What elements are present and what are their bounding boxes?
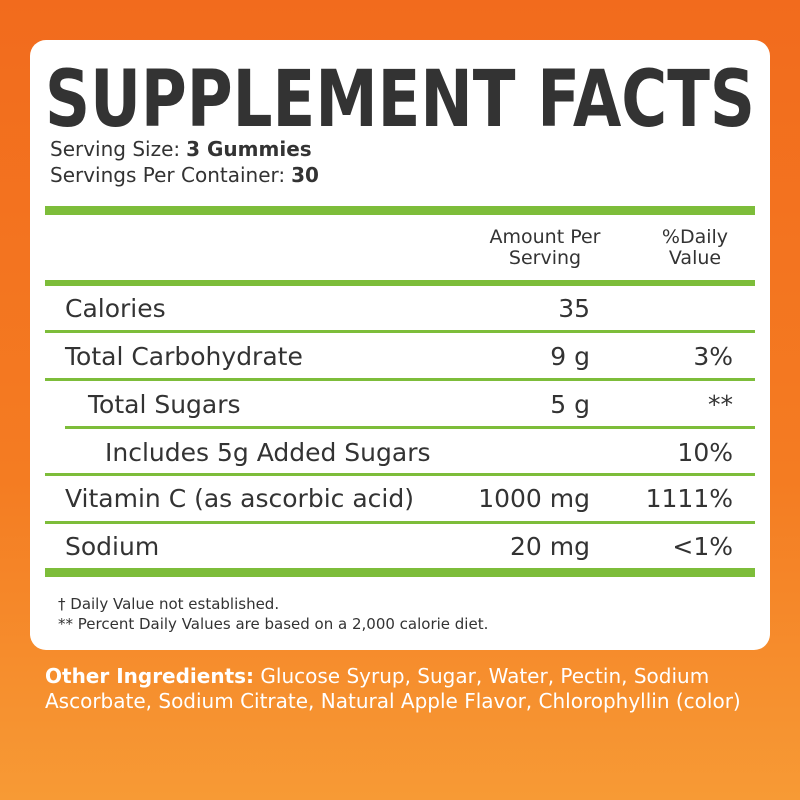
row-line <box>45 378 755 381</box>
nutrient: Total Carbohydrate <box>65 342 303 371</box>
nutrient: Includes 5g Added Sugars <box>105 438 431 467</box>
servings-per-container: Servings Per Container: 30 <box>50 163 319 187</box>
footnote: ** Percent Daily Values are based on a 2… <box>58 615 489 633</box>
title: SUPPLEMENT FACTS <box>45 58 755 138</box>
table-row: Vitamin C (as ascorbic acid) 1000 mg 111… <box>45 474 755 522</box>
title-svg: SUPPLEMENT FACTS <box>45 58 755 138</box>
serving-size: Serving Size: 3 Gummies <box>50 137 312 161</box>
header-amount: Amount Per Serving <box>489 226 601 269</box>
table-row: Calories 35 <box>45 284 755 332</box>
amount: 5 g <box>550 390 590 419</box>
daily-value: 3% <box>693 342 733 371</box>
row-line <box>45 473 755 476</box>
table-row: Total Sugars 5 g ** <box>45 380 755 428</box>
amount: 35 <box>558 294 590 323</box>
table-row: Total Carbohydrate 9 g 3% <box>45 332 755 380</box>
other-ingredients-text: Glucose Syrup, Sugar, Water, Pectin, Sod… <box>45 664 741 713</box>
row-line <box>45 521 755 524</box>
table-row: Includes 5g Added Sugars 10% <box>45 428 755 476</box>
nutrient: Total Sugars <box>88 390 241 419</box>
daily-value: ** <box>708 390 733 419</box>
divider <box>45 280 755 286</box>
footnote: † Daily Value not established. <box>58 595 280 613</box>
daily-value: 1111% <box>645 484 733 513</box>
daily-value: <1% <box>672 532 733 561</box>
nutrient: Sodium <box>65 532 160 561</box>
serving-label: Servings Per Container: <box>50 163 286 187</box>
other-ingredients: Other Ingredients: Glucose Syrup, Sugar,… <box>45 664 760 714</box>
divider <box>45 206 755 215</box>
nutrient: Calories <box>65 294 166 323</box>
serving-label: Serving Size: <box>50 137 181 161</box>
serving-value: 30 <box>291 163 319 187</box>
amount: 1000 mg <box>478 484 590 513</box>
divider <box>45 568 755 577</box>
row-line <box>65 426 755 429</box>
other-ingredients-label: Other Ingredients: <box>45 664 255 688</box>
facts-panel <box>30 40 770 650</box>
serving-value: 3 Gummies <box>186 137 312 161</box>
nutrient: Vitamin C (as ascorbic acid) <box>65 484 414 513</box>
table-row: Sodium 20 mg <1% <box>45 522 755 570</box>
daily-value: 10% <box>677 438 733 467</box>
amount: 9 g <box>550 342 590 371</box>
header-daily-value: %Daily Value <box>661 226 729 269</box>
row-line <box>45 330 755 333</box>
amount: 20 mg <box>510 532 590 561</box>
